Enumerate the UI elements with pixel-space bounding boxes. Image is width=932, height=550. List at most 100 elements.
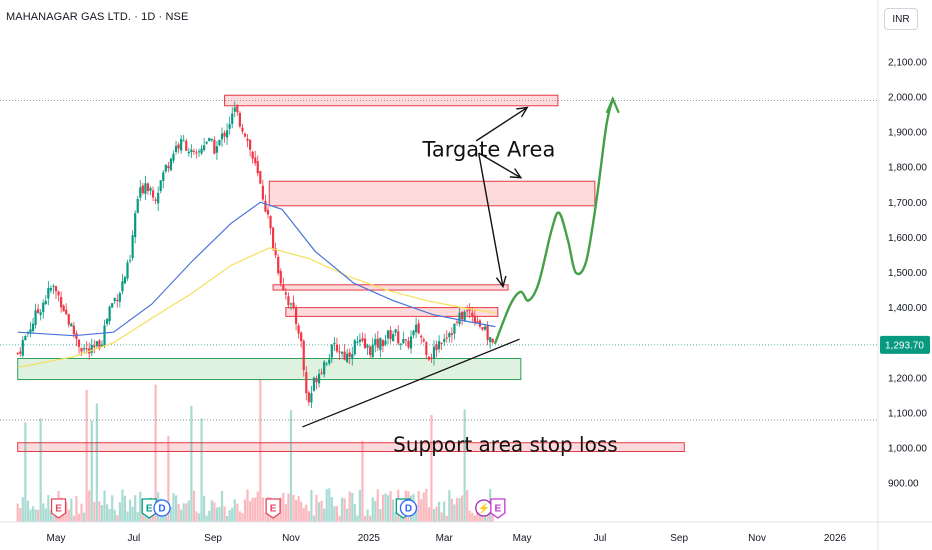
event-marker-letter: ⚡ [478,502,490,515]
earnings-marker[interactable] [265,498,281,519]
volume-bar [305,504,308,522]
volume-bar [294,500,298,522]
volume-bar [44,508,47,522]
volume-bar [197,513,201,522]
candle-body [437,341,441,350]
arrow-to-middle-target [478,152,522,179]
candle-body [67,314,70,325]
volume-bar [29,509,32,522]
volume-bar [422,492,425,522]
candle-body [44,300,47,305]
support-zone [17,357,522,381]
time-tick-label: May [513,533,532,544]
candle-body [346,353,349,363]
volume-bar [31,506,35,522]
resistance-zone [224,94,559,107]
candle-body [42,302,45,313]
candle-body [294,307,298,324]
volume-bar [192,490,196,522]
volume-bar [292,494,295,522]
candle-body [489,337,492,343]
candle-body [228,124,231,129]
volume-bar [42,503,45,522]
volume-bar [80,503,83,522]
candle-body [100,344,104,347]
volume-bar [330,497,333,522]
volume-bar [374,500,377,522]
volume-bar [82,512,86,522]
last-price-label: 1,293.70 [885,340,924,351]
candle-body [180,138,183,151]
candle-body [162,172,165,181]
candle-body [420,335,423,338]
volume-bar [335,506,339,522]
candle-body [95,341,98,347]
candle-body [213,139,216,154]
volume-bar [376,489,379,522]
price-axis[interactable]: 900.001,000.001,100.001,200.001,300.001,… [877,0,930,550]
candle-body [70,323,73,327]
volume-bar [200,418,203,522]
candle-body [425,342,428,356]
volume-bar [213,502,216,522]
candle-body [289,303,293,305]
ascending-trendline [302,338,520,428]
price-tick-label: 1,700.00 [888,198,927,209]
candle-body [356,341,359,343]
candle-body [463,311,466,322]
volume-bar [249,501,252,522]
currency-button[interactable]: INR [884,8,918,30]
volume-bar [333,506,336,522]
time-axis[interactable]: May Jul Sep Nov 2025 Mar May Jul Sep Nov 2026 [0,521,932,544]
volume-bar [21,497,24,522]
candle-body [392,334,395,342]
candle-body [57,291,60,296]
candle-body [62,305,65,312]
arrow-to-top-target-head [516,106,529,118]
candle-body [343,351,346,360]
candle-body [139,187,142,198]
candle-body [483,326,487,330]
last-price-badge [880,335,930,354]
volume-bar [300,501,303,522]
volume-bar [220,490,224,522]
time-tick-label: Sep [204,533,222,544]
candle-body [187,151,190,154]
candle-body [238,112,241,127]
candle-body [103,325,106,346]
zones-layer [17,94,685,453]
dividend-marker[interactable] [399,499,418,517]
candle-body [353,340,356,355]
candle-body [80,347,83,352]
candle-body [105,319,109,324]
volume-bar [356,515,359,522]
earnings-marker[interactable] [490,498,506,519]
event-markers[interactable]: EEDEED⚡E [50,498,506,519]
volume-bar [440,512,443,522]
volume-bar [491,511,494,522]
candle-body [402,339,405,344]
volume-bar [151,515,155,522]
volume-bar [302,507,305,522]
annotation-target-area: Targate Area [421,138,555,162]
candle-body [93,345,96,348]
arrow-to-middle-target-head [509,168,523,179]
volume-bar [463,409,466,522]
earnings-marker[interactable] [141,498,157,519]
volume-bar [317,502,321,522]
candle-body [307,392,310,403]
volume-bar [417,490,420,522]
volume-bar [52,515,55,522]
earnings-marker[interactable] [50,498,67,519]
drawings-layer: Targate Area Support area stop loss [302,95,620,457]
dividend-marker[interactable] [153,499,171,517]
volume-bar [93,501,96,522]
volume-bar [486,512,489,522]
volume-bar [174,495,178,522]
candle-body [310,393,313,403]
candle-body [85,348,88,350]
volume-bar [85,390,88,522]
volume-bar [361,440,364,522]
volume-bar [348,491,351,522]
